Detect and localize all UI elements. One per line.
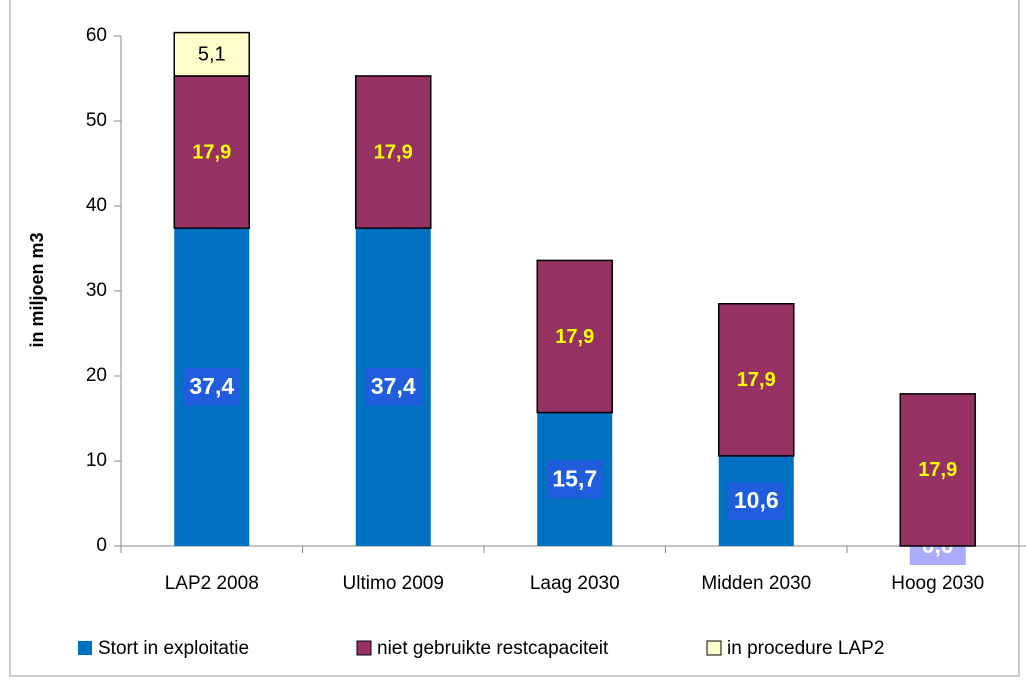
data-label: 10,6 bbox=[734, 487, 779, 513]
x-tick-label: Laag 2030 bbox=[530, 573, 620, 594]
data-label-background bbox=[546, 460, 603, 499]
y-tick-label: 40 bbox=[86, 195, 107, 216]
legend-label: in procedure LAP2 bbox=[727, 638, 884, 659]
y-tick-label: 10 bbox=[86, 450, 107, 471]
x-tick-label: LAP2 2008 bbox=[165, 573, 259, 594]
bar-segment bbox=[899, 393, 976, 547]
data-label: 17,9 bbox=[555, 326, 594, 348]
data-label: 5,1 bbox=[198, 44, 226, 66]
x-tick-label: Midden 2030 bbox=[701, 573, 811, 594]
data-label-background bbox=[728, 481, 785, 520]
data-label: 17,9 bbox=[192, 141, 231, 163]
bar-segment bbox=[718, 303, 795, 457]
x-tick-label: Hoog 2030 bbox=[891, 573, 984, 594]
bar-segment bbox=[537, 412, 613, 546]
data-label: 17,9 bbox=[737, 369, 776, 391]
y-axis-label: in miljoen m3 bbox=[27, 232, 47, 347]
y-tick-label: 20 bbox=[86, 365, 107, 386]
y-tick-label: 60 bbox=[86, 25, 107, 46]
bar-segment bbox=[718, 455, 794, 546]
data-label: 37,4 bbox=[189, 373, 234, 399]
y-tick-label: 50 bbox=[86, 110, 107, 131]
bar-segment bbox=[536, 259, 613, 414]
data-label-background bbox=[183, 368, 240, 407]
legend-label: niet gebruikte restcapaciteit bbox=[377, 638, 609, 659]
bar-segment bbox=[355, 75, 432, 229]
bar-segment bbox=[355, 228, 431, 546]
data-label-background bbox=[365, 368, 422, 407]
chart-border bbox=[9, 0, 1020, 677]
legend-swatch bbox=[706, 640, 722, 656]
data-label: 17,9 bbox=[374, 141, 413, 163]
legend-label: Stort in exploitatie bbox=[98, 638, 249, 659]
y-tick-label: 0 bbox=[96, 535, 107, 556]
x-tick-label: Ultimo 2009 bbox=[343, 573, 444, 594]
y-tick-label: 30 bbox=[86, 280, 107, 301]
bar-segment bbox=[173, 31, 250, 77]
data-label: 15,7 bbox=[552, 465, 597, 491]
legend-swatch bbox=[356, 640, 372, 656]
bar-segment bbox=[173, 75, 250, 229]
data-label: 37,4 bbox=[371, 373, 416, 399]
legend-swatch bbox=[78, 641, 92, 655]
data-label: 17,9 bbox=[918, 459, 957, 481]
bar-segment bbox=[174, 228, 250, 546]
